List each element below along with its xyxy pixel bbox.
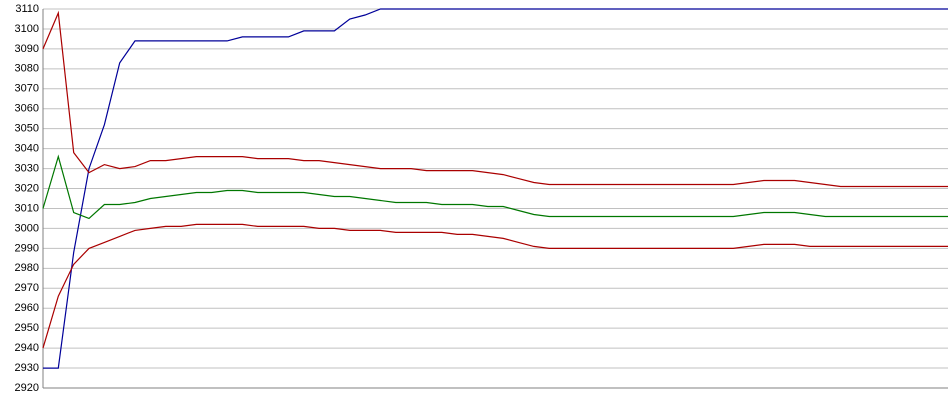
y-tick-label: 2960 [15, 302, 39, 314]
data-line [42, 223, 948, 349]
y-tick-label: 3090 [15, 43, 39, 55]
y-tick-label: 2930 [15, 362, 39, 374]
y-tick-label: 3030 [15, 162, 39, 174]
y-tick-label: 2990 [15, 242, 39, 254]
y-tick-label: 3110 [15, 3, 39, 15]
y-tick-label: 3020 [15, 182, 39, 194]
data-line [42, 10, 948, 188]
data-line [42, 154, 948, 220]
y-tick-label: 3060 [15, 103, 39, 115]
y-tick-label: 3100 [15, 23, 39, 35]
y-tick-label: 3050 [15, 123, 39, 135]
y-tick-label: 3010 [15, 202, 39, 214]
y-tick-label: 2980 [15, 262, 39, 274]
y-tick-label: 2950 [15, 322, 39, 334]
y-tick-label: 3070 [15, 83, 39, 95]
y-tick-label: 2920 [15, 382, 39, 394]
y-tick-label: 3080 [15, 63, 39, 75]
y-tick-label: 2940 [15, 342, 39, 354]
y-tick-label: 3000 [15, 222, 39, 234]
y-tick-label: 2970 [15, 282, 39, 294]
y-tick-label: 3040 [15, 143, 39, 155]
data-line [43, 8, 948, 369]
